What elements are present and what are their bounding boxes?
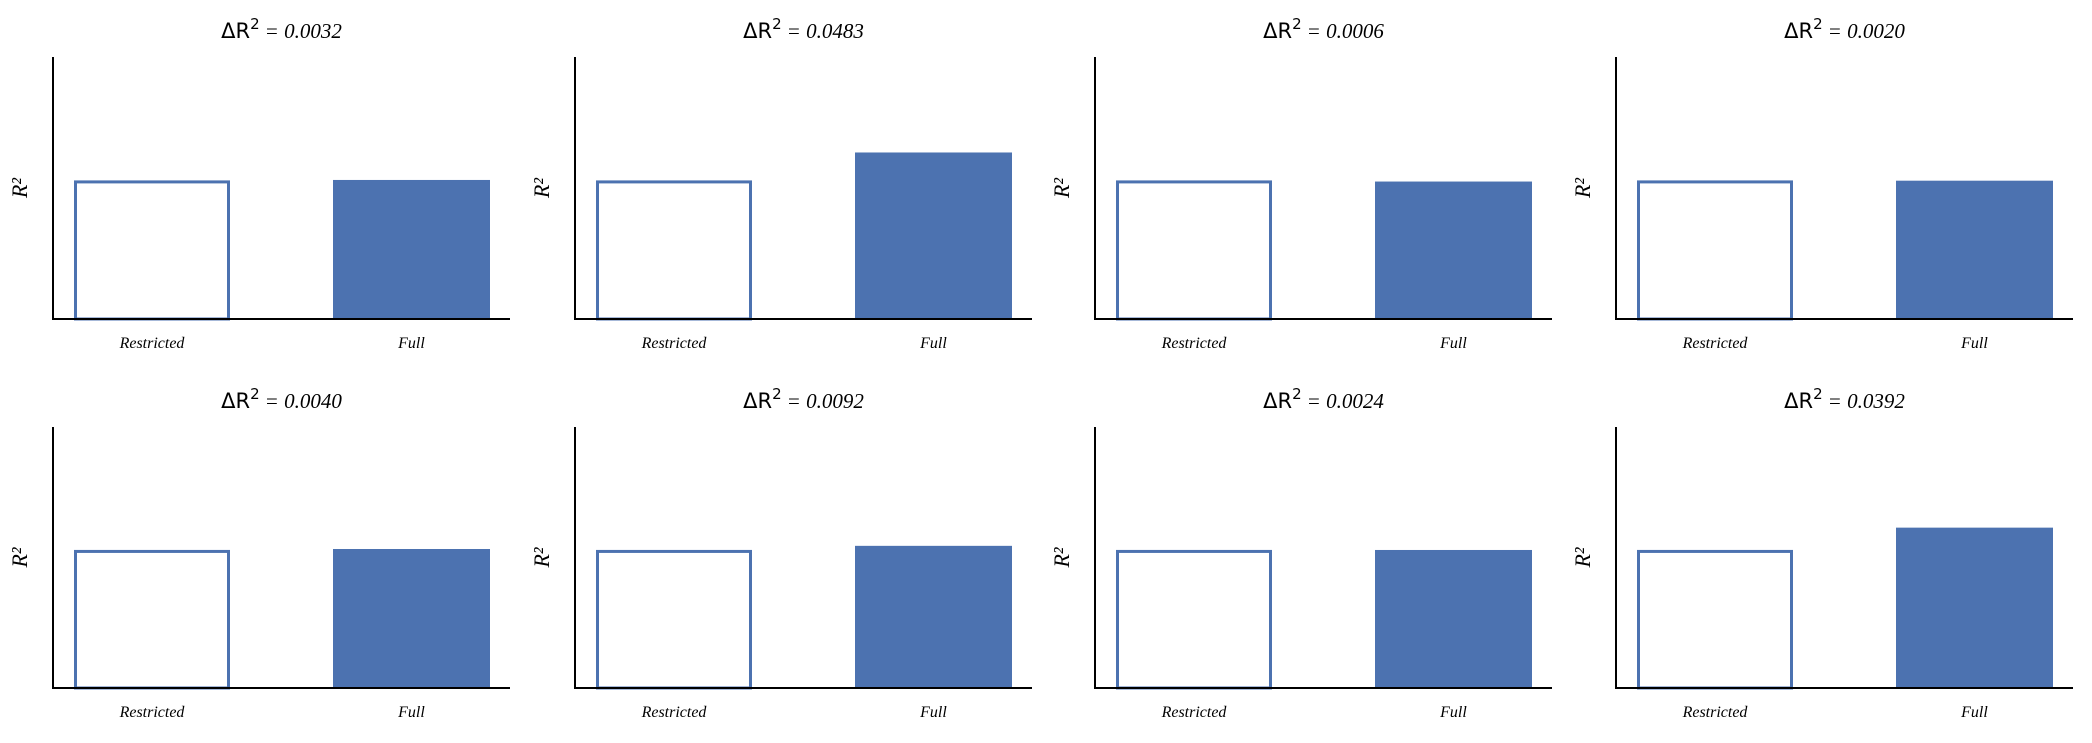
x-tick-label: Restricted	[1682, 335, 1749, 352]
bar-full	[855, 152, 1012, 319]
title-superscript: 2	[1292, 15, 1302, 33]
x-tick-label: Restricted	[119, 335, 186, 352]
bar-full	[1375, 549, 1532, 688]
title-delta-r: ΔR	[1263, 19, 1292, 43]
y-axis-label: R²	[7, 547, 32, 568]
title-value: = 0.0040	[265, 389, 343, 413]
y-axis-label: R²	[1049, 178, 1074, 199]
bar-full	[1896, 180, 2053, 319]
title-superscript: 2	[772, 15, 782, 33]
title-superscript: 2	[772, 385, 782, 403]
subplot-title: ΔR2 = 0.0483	[743, 15, 864, 43]
title-value: = 0.0020	[1828, 19, 1906, 43]
x-tick-label: Full	[919, 335, 947, 352]
x-tick-label: Full	[397, 704, 425, 721]
x-tick-label: Restricted	[119, 704, 186, 721]
y-axis-label: R²	[1570, 178, 1595, 199]
subplot-title: ΔR2 = 0.0092	[743, 385, 864, 413]
bar-restricted	[1637, 549, 1793, 690]
bar-full	[333, 549, 490, 688]
title-delta-r: ΔR	[743, 389, 772, 413]
y-axis-label: R²	[529, 178, 554, 199]
bar-full	[1896, 527, 2053, 688]
title-value: = 0.0032	[265, 19, 343, 43]
x-tick-label: Full	[919, 704, 947, 721]
title-value: = 0.0006	[1307, 19, 1385, 43]
x-tick-label: Full	[1439, 335, 1467, 352]
x-tick-label: Restricted	[641, 704, 708, 721]
title-value: = 0.0024	[1307, 389, 1385, 413]
x-tick-label: Restricted	[641, 335, 708, 352]
subplot-4: Restricted Full R² ΔR2 = 0.0020	[1570, 15, 2073, 352]
subplot-8: Restricted Full R² ΔR2 = 0.0392	[1570, 385, 2073, 721]
title-delta-r: ΔR	[221, 19, 250, 43]
x-tick-label: Restricted	[1161, 704, 1228, 721]
bar-full	[333, 179, 490, 319]
x-tick-label: Full	[397, 335, 425, 352]
title-delta-r: ΔR	[1263, 389, 1292, 413]
title-superscript: 2	[1813, 15, 1823, 33]
x-tick-label: Full	[1439, 704, 1467, 721]
bar-restricted	[74, 180, 230, 321]
y-axis-label: R²	[1049, 547, 1074, 568]
bar-restricted	[1637, 180, 1793, 321]
bar-restricted	[1116, 180, 1272, 321]
title-value: = 0.0092	[787, 389, 865, 413]
title-value: = 0.0483	[787, 19, 864, 43]
bar-restricted	[596, 549, 752, 690]
x-tick-label: Full	[1960, 704, 1988, 721]
subplot-1: Restricted Full R² ΔR2 = 0.0032	[7, 15, 510, 352]
x-tick-label: Restricted	[1161, 335, 1228, 352]
title-delta-r: ΔR	[221, 389, 250, 413]
subplot-6: Restricted Full R² ΔR2 = 0.0092	[529, 385, 1032, 721]
title-value: = 0.0392	[1828, 389, 1906, 413]
x-tick-label: Restricted	[1682, 704, 1749, 721]
bar-restricted	[1116, 549, 1272, 690]
subplot-2: Restricted Full R² ΔR2 = 0.0483	[529, 15, 1032, 352]
subplot-5: Restricted Full R² ΔR2 = 0.0040	[7, 385, 510, 721]
subplot-title: ΔR2 = 0.0020	[1784, 15, 1905, 43]
x-tick-label: Full	[1960, 335, 1988, 352]
title-delta-r: ΔR	[1784, 19, 1813, 43]
title-delta-r: ΔR	[743, 19, 772, 43]
bar-restricted	[74, 549, 230, 690]
bar-full	[855, 545, 1012, 688]
subplot-title: ΔR2 = 0.0024	[1263, 385, 1384, 413]
subplot-3: Restricted Full R² ΔR2 = 0.0006	[1049, 15, 1552, 352]
y-axis-label: R²	[1570, 547, 1595, 568]
bar-full	[1375, 181, 1532, 319]
subplot-title: ΔR2 = 0.0392	[1784, 385, 1905, 413]
title-superscript: 2	[250, 15, 260, 33]
bar-restricted	[596, 180, 752, 321]
title-superscript: 2	[250, 385, 260, 403]
y-axis-label: R²	[529, 547, 554, 568]
subplot-title: ΔR2 = 0.0006	[1263, 15, 1384, 43]
title-delta-r: ΔR	[1784, 389, 1813, 413]
subplot-title: ΔR2 = 0.0040	[221, 385, 342, 413]
title-superscript: 2	[1813, 385, 1823, 403]
title-superscript: 2	[1292, 385, 1302, 403]
subplot-7: Restricted Full R² ΔR2 = 0.0024	[1049, 385, 1552, 721]
y-axis-label: R²	[7, 178, 32, 199]
subplot-title: ΔR2 = 0.0032	[221, 15, 342, 43]
